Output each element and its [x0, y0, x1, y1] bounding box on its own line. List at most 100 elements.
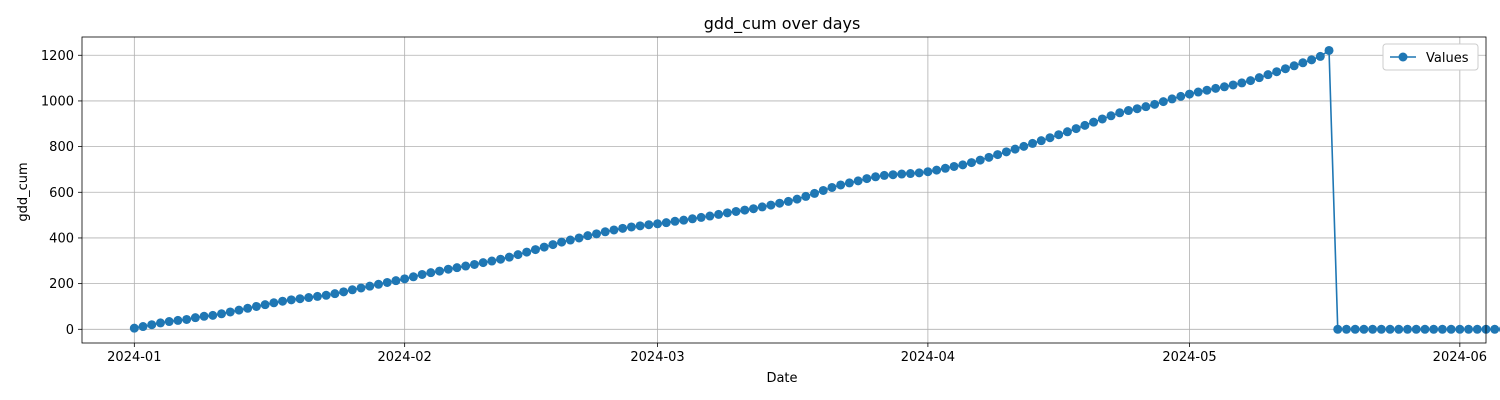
data-point [705, 211, 715, 221]
data-point [984, 152, 994, 162]
data-point [757, 202, 767, 212]
x-tick-label: 2024-04 [901, 350, 955, 365]
data-point [766, 200, 776, 210]
data-point [417, 269, 427, 279]
data-point [801, 191, 811, 201]
data-point [1333, 324, 1343, 334]
data-point [1472, 324, 1482, 334]
data-point [1028, 138, 1038, 148]
data-point [339, 287, 349, 297]
data-point [618, 223, 628, 233]
legend-marker [1398, 52, 1408, 62]
data-point [1324, 45, 1334, 55]
x-tick-label: 2024-03 [630, 350, 684, 365]
data-point [155, 318, 165, 328]
x-axis-label: Date [766, 371, 797, 386]
data-point [1359, 324, 1369, 334]
data-point [1071, 124, 1081, 134]
data-point [286, 295, 296, 305]
data-point [827, 182, 837, 192]
data-point [1298, 58, 1308, 68]
data-point [208, 310, 218, 320]
series-layer [129, 45, 1500, 334]
data-point [1376, 324, 1386, 334]
y-tick-label: 1000 [41, 94, 74, 109]
data-point [269, 298, 279, 308]
data-point [740, 205, 750, 215]
data-point [1289, 61, 1299, 71]
axes: 2024-01 2024-02 2024-03 2024-04 2024-05 2024-… [41, 36, 1487, 365]
chart-title: gdd_cum over days [704, 14, 861, 34]
data-point [347, 285, 357, 295]
plot-frame [81, 36, 1487, 344]
x-tick-label: 2024-02 [377, 350, 431, 365]
data-point [853, 176, 863, 186]
data-point [871, 172, 881, 182]
data-point [312, 291, 322, 301]
data-point [949, 161, 959, 171]
data-point [365, 281, 375, 291]
data-point [1001, 147, 1011, 157]
data-point [304, 293, 314, 303]
data-point [1219, 82, 1229, 92]
data-point [504, 252, 514, 262]
data-point [818, 185, 828, 195]
data-point [1254, 73, 1264, 83]
data-point [129, 323, 139, 333]
x-tick-label: 2024-05 [1162, 350, 1216, 365]
data-point [356, 283, 366, 293]
data-point [469, 259, 479, 269]
data-point [687, 214, 697, 224]
data-point [653, 219, 663, 229]
data-point [1429, 324, 1439, 334]
data-point [1019, 141, 1029, 151]
data-point [626, 222, 636, 232]
data-point [391, 276, 401, 286]
data-point [1054, 130, 1064, 140]
data-point [182, 314, 192, 324]
data-point [1115, 108, 1125, 118]
data-point [522, 247, 532, 257]
data-point [722, 208, 732, 218]
data-point [792, 194, 802, 204]
data-point [810, 188, 820, 198]
data-point [1158, 97, 1168, 107]
data-point [1202, 85, 1212, 95]
data-point [1237, 78, 1247, 88]
data-point [975, 155, 985, 165]
data-point [426, 268, 436, 278]
data-point [958, 160, 968, 170]
data-point [1403, 324, 1413, 334]
data-point [1437, 324, 1447, 334]
data-point [1185, 89, 1194, 99]
data-point [1106, 111, 1116, 121]
data-point [260, 300, 270, 310]
data-point [940, 163, 950, 173]
data-point [217, 309, 227, 319]
data-point [1263, 70, 1273, 80]
data-point [844, 178, 854, 188]
data-point [443, 264, 453, 274]
data-point [897, 169, 907, 179]
data-point [1045, 133, 1055, 143]
data-point [696, 212, 706, 222]
data-point [1464, 324, 1474, 334]
data-point [609, 225, 619, 235]
data-point [452, 263, 462, 273]
data-point [1341, 324, 1351, 334]
data-point [1246, 76, 1256, 86]
y-tick-label: 800 [49, 140, 74, 155]
data-point [1141, 102, 1151, 112]
data-point [1394, 324, 1404, 334]
data-point [478, 258, 488, 268]
data-point [670, 216, 680, 226]
data-point [557, 237, 567, 247]
data-point [592, 229, 602, 239]
data-point [190, 313, 200, 323]
data-point [775, 198, 785, 208]
data-point [382, 277, 392, 287]
data-point [731, 206, 741, 216]
data-point [225, 307, 235, 317]
x-tick-label: 2024-01 [107, 350, 161, 365]
